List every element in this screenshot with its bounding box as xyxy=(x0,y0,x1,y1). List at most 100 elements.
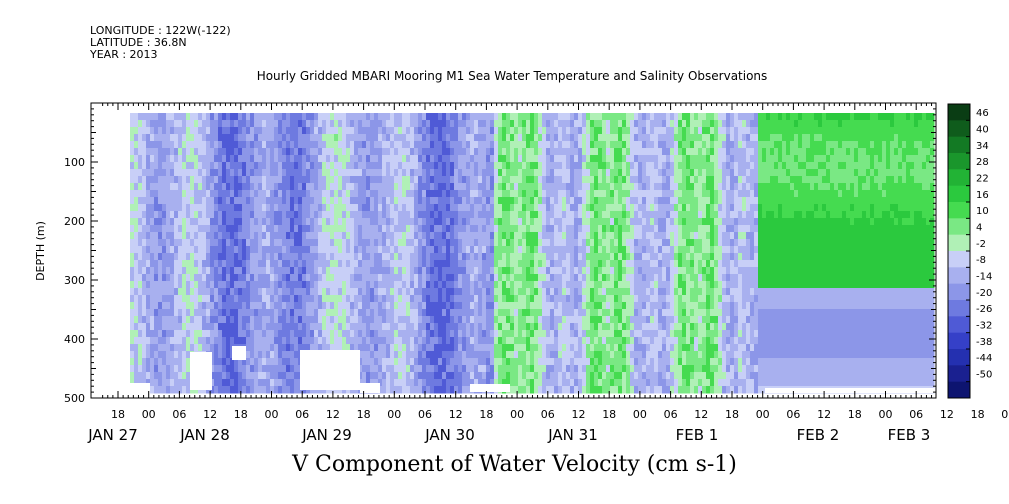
field-cell xyxy=(378,155,383,163)
field-cell xyxy=(342,344,347,352)
field-cell xyxy=(430,246,435,254)
field-cell xyxy=(238,358,243,366)
field-cell xyxy=(326,302,331,310)
field-cell xyxy=(326,344,331,352)
field-cell xyxy=(294,169,299,177)
field-cell xyxy=(450,211,455,219)
field-cell xyxy=(366,351,371,359)
field-cell xyxy=(206,204,211,212)
field-cell xyxy=(286,253,291,261)
field-cell xyxy=(254,337,259,345)
field-cell xyxy=(342,204,347,212)
field-cell xyxy=(570,204,575,212)
field-cell xyxy=(474,323,479,331)
field-cell xyxy=(390,190,395,198)
field-cell xyxy=(386,379,391,387)
field-cell xyxy=(382,295,387,303)
field-cell xyxy=(174,169,179,177)
field-cell xyxy=(154,351,159,359)
field-cell xyxy=(198,211,203,219)
field-cell xyxy=(454,246,459,254)
field-cell xyxy=(458,113,463,121)
field-cell xyxy=(466,323,471,331)
field-cell xyxy=(246,141,251,149)
field-cell xyxy=(610,344,615,352)
field-cell xyxy=(234,358,239,366)
field-cell xyxy=(286,183,291,191)
field-cell xyxy=(394,302,399,310)
field-cell xyxy=(526,197,531,205)
field-cell xyxy=(406,113,411,121)
field-cell xyxy=(210,211,215,219)
field-cell xyxy=(138,246,143,254)
field-cell xyxy=(418,162,423,170)
field-cell xyxy=(406,218,411,226)
field-cell xyxy=(438,295,443,303)
field-cell xyxy=(586,386,591,394)
field-cell xyxy=(582,162,587,170)
field-cell xyxy=(234,211,239,219)
field-cell xyxy=(534,211,539,219)
field-cell xyxy=(626,274,631,282)
field-cell xyxy=(262,267,267,275)
field-cell xyxy=(266,204,271,212)
field-cell xyxy=(474,218,479,226)
field-cell xyxy=(502,134,507,142)
field-cell xyxy=(446,246,451,254)
field-cell xyxy=(526,337,531,345)
field-cell xyxy=(502,337,507,345)
field-cell xyxy=(446,204,451,212)
field-cell xyxy=(370,155,375,163)
field-cell xyxy=(242,127,247,135)
field-cell xyxy=(446,162,451,170)
field-cell xyxy=(518,295,523,303)
field-cell xyxy=(130,197,135,205)
field-cell xyxy=(574,113,579,121)
field-cell xyxy=(274,183,279,191)
field-cell xyxy=(346,204,351,212)
field-cell xyxy=(498,267,503,275)
field-cell xyxy=(250,386,255,394)
field-cell xyxy=(182,386,187,394)
field-cell xyxy=(362,190,367,198)
field-cell xyxy=(398,155,403,163)
field-cell xyxy=(162,127,167,135)
field-cell xyxy=(438,246,443,254)
field-cell xyxy=(286,232,291,240)
field-cell xyxy=(350,169,355,177)
field-cell xyxy=(322,183,327,191)
field-cell xyxy=(422,197,427,205)
field-cell xyxy=(466,337,471,345)
field-cell xyxy=(270,148,275,156)
field-cell xyxy=(494,379,499,387)
field-cell xyxy=(462,309,467,317)
field-cell xyxy=(562,218,567,226)
field-cell xyxy=(234,337,239,345)
field-cell xyxy=(626,323,631,331)
field-cell xyxy=(390,323,395,331)
field-cell xyxy=(206,162,211,170)
field-cell xyxy=(430,274,435,282)
field-cell xyxy=(550,127,555,135)
field-cell xyxy=(482,288,487,296)
field-cell xyxy=(170,309,175,317)
field-cell xyxy=(318,253,323,261)
field-cell xyxy=(566,225,571,233)
field-cell xyxy=(194,337,199,345)
field-cell xyxy=(590,120,595,128)
field-cell xyxy=(550,176,555,184)
field-cell xyxy=(454,197,459,205)
field-cell xyxy=(278,379,283,387)
field-cell xyxy=(322,176,327,184)
field-cell xyxy=(374,330,379,338)
field-cell xyxy=(506,267,511,275)
field-cell xyxy=(510,169,515,177)
field-cell xyxy=(238,211,243,219)
field-cell xyxy=(590,365,595,373)
field-cell xyxy=(538,274,543,282)
field-cell xyxy=(202,148,207,156)
field-cell xyxy=(158,288,163,296)
field-cell xyxy=(578,204,583,212)
field-cell xyxy=(546,302,551,310)
field-cell xyxy=(566,351,571,359)
